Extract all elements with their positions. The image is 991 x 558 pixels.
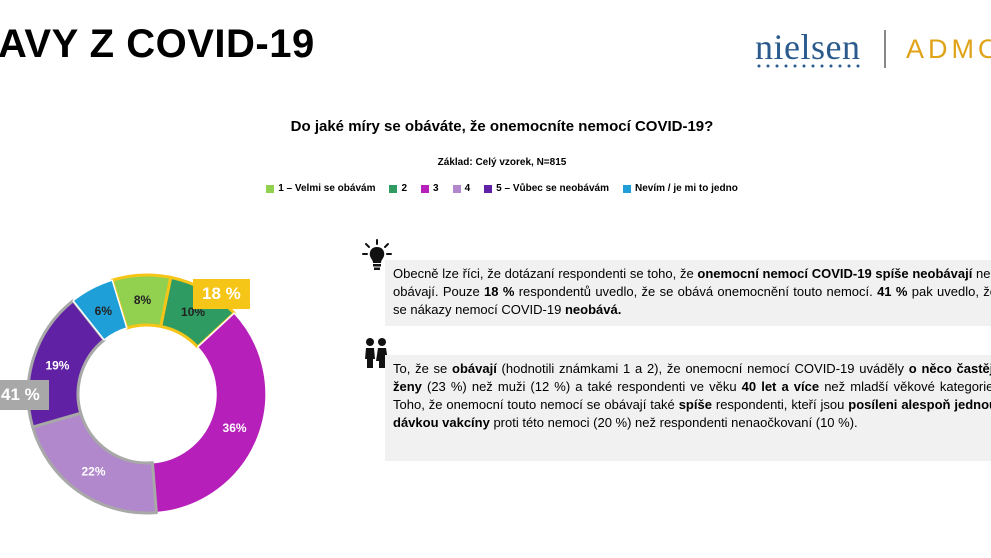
slice-label: 8% — [134, 293, 152, 307]
legend-item: 5 – Vůbec se neobávám — [484, 183, 609, 194]
callout-not-worried-total: 41 % — [0, 380, 49, 410]
legend-swatch — [484, 184, 493, 193]
header-logos: nielsen ADMO — [752, 26, 991, 76]
insight-box-general: Obecně lze říci, že dotázaní respondenti… — [385, 260, 991, 326]
body-text: než obávají. Pouze — [393, 266, 991, 299]
body-text: Obecně lze říci, že dotázaní respondenti… — [393, 266, 698, 281]
legend-swatch — [421, 184, 430, 193]
nielsen-logo-dots — [757, 64, 860, 68]
emphasis-text: 40 let a více — [741, 379, 820, 394]
emphasis-text: obávají — [452, 361, 497, 376]
slice-label: 36% — [223, 421, 247, 435]
slice-4 — [31, 411, 158, 515]
legend-label: Nevím / je mi to jedno — [635, 183, 738, 194]
slice-label: 6% — [95, 304, 113, 318]
insight-text-demographics: To, že se obávají (hodnotili známkami 1 … — [393, 360, 991, 432]
chart-subtitle: Základ: Celý vzorek, N=815 — [437, 157, 567, 168]
body-text: pak uvedlo, že se nákazy nemocí COVID-19 — [393, 284, 991, 317]
legend-item: 1 – Velmi se obávám — [266, 183, 375, 194]
body-text: (23 %) než muži (12 %) a také respondent… — [421, 379, 742, 394]
legend-item: Nevím / je mi to jedno — [623, 183, 738, 194]
legend-label: 5 – Vůbec se neobávám — [496, 183, 609, 194]
legend-item: 2 — [389, 183, 407, 194]
legend-label: 4 — [464, 183, 471, 194]
emphasis-text: 41 % — [877, 284, 908, 299]
body-text: respondentů uvedlo, že se obává onemocně… — [514, 284, 878, 299]
nielsen-logo: nielsen — [755, 27, 861, 67]
emphasis-text: o něco častěji ženy — [393, 361, 991, 394]
emphasis-text: 18 % — [484, 284, 515, 299]
slice-3 — [151, 312, 267, 514]
body-text: než mladší věkové kategorie. Toho, že on… — [393, 379, 991, 412]
emphasis-text: onemocní nemocí COVID-19 spíše neobávají — [697, 266, 973, 281]
legend-label: 1 – Velmi se obávám — [278, 183, 376, 194]
slice-dont-know — [72, 279, 128, 341]
slice-label: 22% — [81, 464, 105, 478]
body-text: proti této nemoci (20 %) než respondenti… — [489, 415, 858, 430]
lightbulb-icon — [362, 239, 392, 270]
insight-box-demographics: To, že se obávají (hodnotili známkami 1 … — [385, 355, 991, 461]
legend-item: 4 — [452, 183, 471, 194]
insight-text-general: Obecně lze říci, že dotázaní respondenti… — [393, 265, 991, 319]
legend-swatch — [389, 184, 398, 193]
logo-divider — [884, 30, 886, 68]
emphasis-text: posíleni alespoň jednou dávkou vakcíny — [393, 397, 991, 430]
slice-label: 19% — [45, 358, 69, 372]
legend-label: 3 — [433, 183, 439, 194]
emphasis-text: neobává. — [564, 302, 622, 317]
chart-legend: 1 – Velmi se obávám 2 3 4 5 – Vůbec se neobá… — [0, 183, 991, 194]
legend-swatch — [623, 184, 631, 193]
legend-swatch — [452, 184, 461, 193]
body-text: To, že se — [393, 361, 453, 376]
legend-swatch — [266, 184, 275, 193]
body-text: (hodnotili známkami 1 a 2), že onemocní … — [496, 361, 909, 376]
callout-worried-total: 18 % — [193, 279, 250, 309]
chart-title: Do jaké míry se obáváte, že onemocníte n… — [290, 118, 714, 135]
legend-item: 3 — [421, 183, 439, 194]
page-title: AVY Z COVID-19 — [0, 22, 315, 66]
emphasis-text: spíše — [678, 397, 712, 412]
body-text: respondenti, kteří jsou — [711, 397, 849, 412]
admo-logo: ADMO — [906, 34, 991, 64]
legend-label: 2 — [401, 183, 408, 194]
